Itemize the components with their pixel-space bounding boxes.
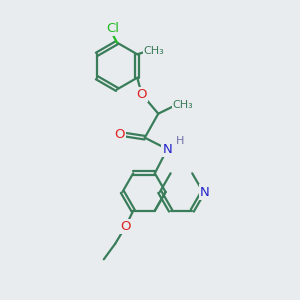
Text: O: O bbox=[120, 220, 131, 233]
Text: O: O bbox=[136, 88, 147, 101]
Text: O: O bbox=[115, 128, 125, 141]
Text: N: N bbox=[162, 142, 172, 156]
Text: CH₃: CH₃ bbox=[143, 46, 164, 56]
Text: N: N bbox=[200, 185, 209, 199]
Text: H: H bbox=[176, 136, 184, 146]
Text: Cl: Cl bbox=[106, 22, 119, 35]
Text: CH₃: CH₃ bbox=[172, 100, 193, 110]
